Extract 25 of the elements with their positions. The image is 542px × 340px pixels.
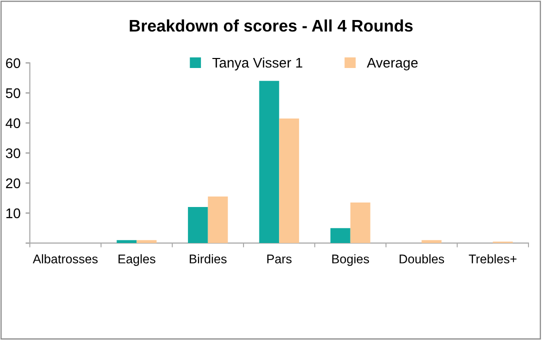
y-tick-label: 20	[6, 178, 20, 188]
bar	[350, 202, 370, 244]
x-tick-label: Bogies	[332, 254, 370, 266]
legend-label: Average	[366, 58, 418, 70]
bar	[188, 207, 208, 244]
bar	[208, 196, 228, 244]
bar	[422, 240, 442, 244]
bar	[330, 228, 350, 244]
y-tick-label: 30	[6, 148, 20, 158]
bar	[259, 80, 280, 244]
x-tick-label: Trebles+	[468, 254, 516, 264]
legend-label: Tanya Visser 1	[212, 57, 302, 70]
y-tick-label: 60	[6, 58, 20, 68]
y-tick-label: 10	[6, 208, 20, 218]
bar	[279, 118, 300, 244]
bar	[136, 240, 157, 244]
x-tick-label: Albatrosses	[32, 254, 98, 264]
x-tick-label: Eagles	[118, 254, 156, 266]
chart-title: Breakdown of scores - All 4 Rounds	[130, 19, 413, 32]
x-tick-label: Doubles	[400, 254, 444, 264]
x-tick-label: Pars	[267, 254, 292, 264]
y-tick-label: 40	[6, 118, 20, 128]
bar	[116, 240, 137, 244]
x-tick-label: Birdies	[190, 254, 227, 264]
y-tick-label: 50	[6, 88, 20, 98]
